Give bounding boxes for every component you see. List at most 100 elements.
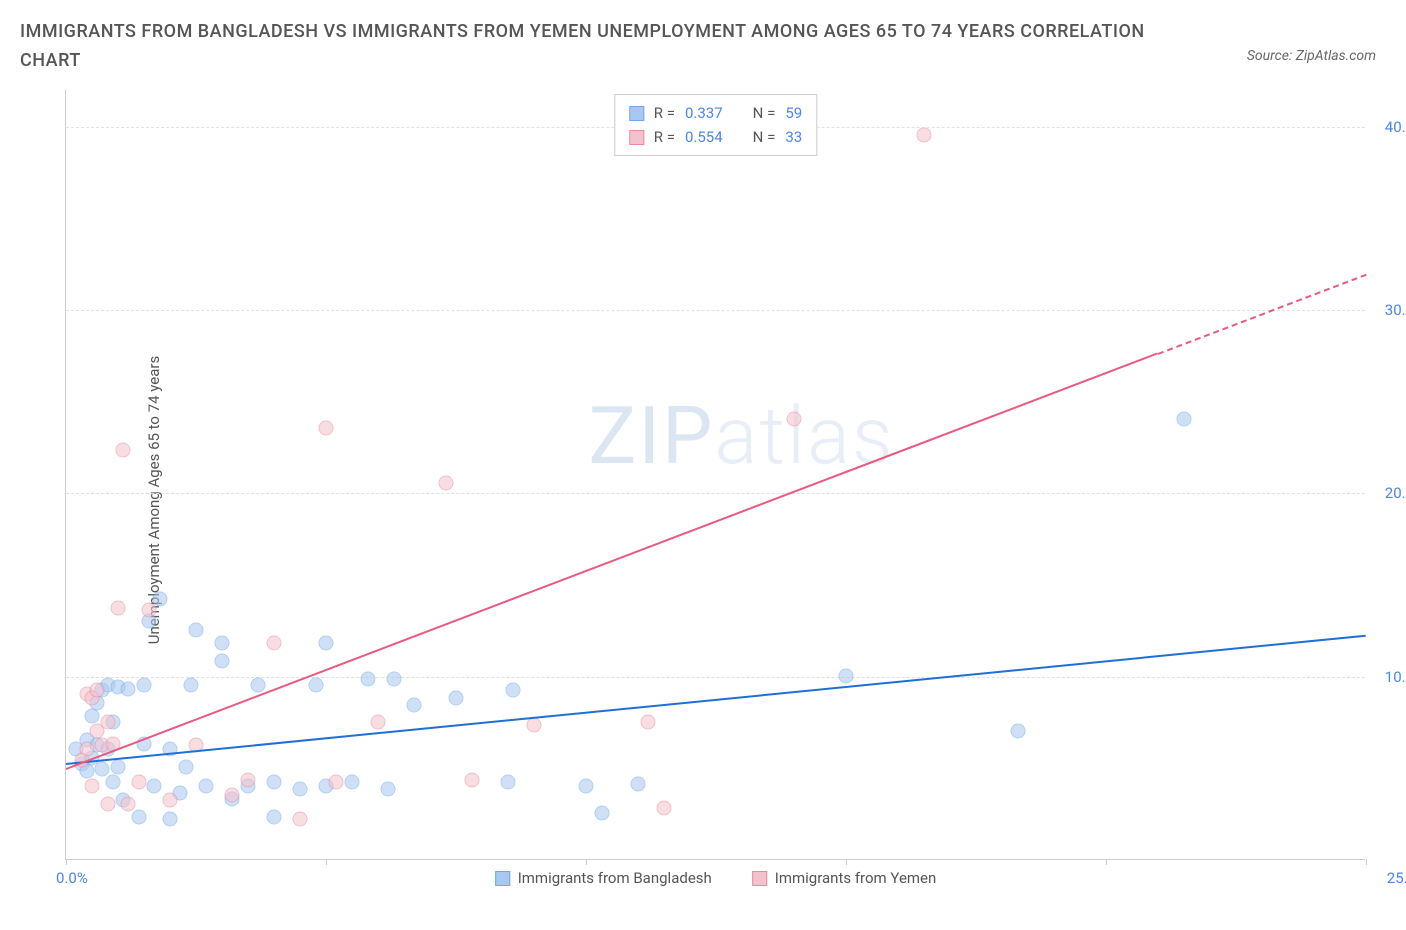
data-point [131,775,146,790]
series-legend: Immigrants from Bangladesh Immigrants fro… [495,869,937,887]
x-tick [66,859,67,865]
series-swatch [629,106,644,121]
data-point [506,683,521,698]
data-point [116,443,131,458]
trend-line [66,635,1366,765]
series-swatch [629,130,644,145]
data-point [79,742,94,757]
data-point [163,793,178,808]
data-point [308,677,323,692]
scatter-plot-area: ZIPatlas 10.0%20.0%30.0%40.0%0.0%25.0%R … [65,90,1365,860]
data-point [345,775,360,790]
legend-swatch [752,871,767,886]
legend-item: Immigrants from Bangladesh [495,869,712,887]
legend-item: Immigrants from Yemen [752,869,937,887]
data-point [386,672,401,687]
data-point [1010,723,1025,738]
data-point [95,762,110,777]
y-tick-label: 40.0% [1385,118,1406,136]
stat-r-value: 0.554 [685,125,723,149]
data-point [1177,412,1192,427]
data-point [360,672,375,687]
data-point [501,775,516,790]
data-point [137,677,152,692]
data-point [371,714,386,729]
trend-line-extrapolated [1158,273,1367,354]
data-point [267,775,282,790]
x-tick-label-min: 0.0% [56,869,88,887]
data-point [121,681,136,696]
data-point [215,654,230,669]
x-tick [326,859,327,865]
data-point [319,635,334,650]
data-point [215,635,230,650]
y-tick-label: 10.0% [1385,668,1406,686]
y-tick-label: 20.0% [1385,484,1406,502]
data-point [579,778,594,793]
stat-n-value: 33 [785,125,802,149]
data-point [657,800,672,815]
data-point [183,677,198,692]
data-point [293,811,308,826]
stats-row: R = 0.554 N = 33 [629,125,802,149]
gridline-h [66,310,1365,311]
data-point [90,683,105,698]
data-point [251,677,266,692]
data-point [641,714,656,729]
data-point [407,698,422,713]
data-point [111,600,126,615]
x-tick [1106,859,1107,865]
data-point [594,806,609,821]
data-point [199,778,214,793]
legend-swatch [495,871,510,886]
stat-n-label: N = [753,101,776,125]
x-tick-label-max: 25.0% [1387,869,1406,887]
data-point [85,778,100,793]
x-tick [586,859,587,865]
data-point [839,668,854,683]
trend-line [66,353,1159,771]
source-attribution: Source: ZipAtlas.com [1247,48,1376,64]
data-point [293,782,308,797]
data-point [631,776,646,791]
legend-label: Immigrants from Bangladesh [518,869,712,887]
y-tick-label: 30.0% [1385,301,1406,319]
data-point [142,602,157,617]
data-point [225,787,240,802]
data-point [438,476,453,491]
data-point [111,760,126,775]
data-point [105,775,120,790]
data-point [917,127,932,142]
data-point [527,718,542,733]
data-point [147,778,162,793]
data-point [85,709,100,724]
chart-title: IMMIGRANTS FROM BANGLADESH VS IMMIGRANTS… [20,18,1170,76]
data-point [267,635,282,650]
data-point [121,797,136,812]
data-point [100,797,115,812]
stats-legend: R = 0.337 N = 59 R = 0.554 N = 33 [614,94,817,156]
stat-r-label: R = [654,125,675,149]
data-point [178,760,193,775]
data-point [319,421,334,436]
legend-label: Immigrants from Yemen [775,869,937,887]
gridline-h [66,493,1365,494]
data-point [381,782,396,797]
stats-row: R = 0.337 N = 59 [629,101,802,125]
data-point [100,714,115,729]
data-point [464,773,479,788]
data-point [241,773,256,788]
stat-n-label: N = [753,125,776,149]
data-point [267,809,282,824]
stat-r-label: R = [654,101,675,125]
data-point [787,412,802,427]
data-point [189,622,204,637]
data-point [163,811,178,826]
data-point [449,690,464,705]
stat-n-value: 59 [785,101,802,125]
x-tick [1366,859,1367,865]
data-point [131,809,146,824]
stat-r-value: 0.337 [685,101,723,125]
x-tick [846,859,847,865]
data-point [329,775,344,790]
